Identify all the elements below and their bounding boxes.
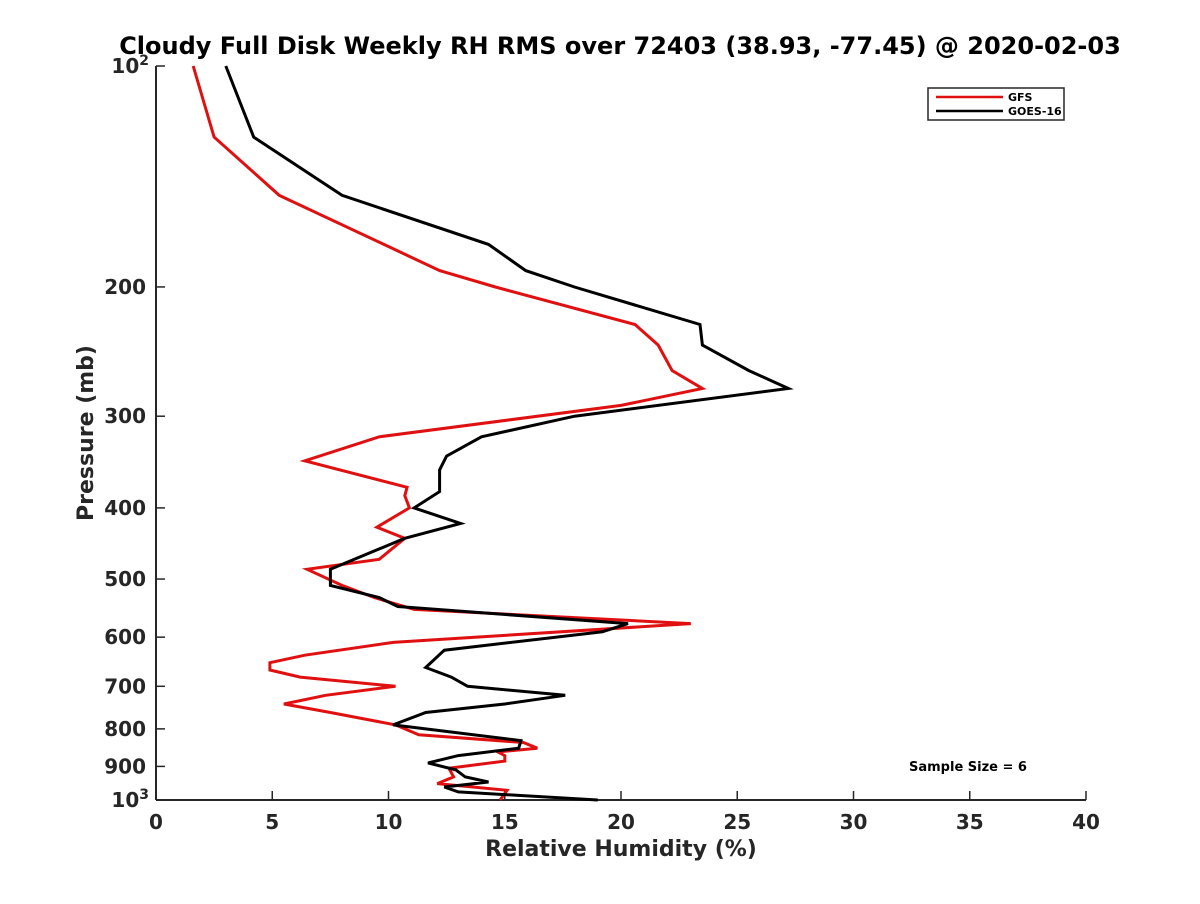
y-tick-label: 500 (104, 567, 146, 591)
y-tick-label: 600 (104, 625, 146, 649)
series-line-gfs (191, 65, 707, 801)
x-tick-label: 15 (491, 810, 519, 834)
series-line-goes16 (224, 65, 794, 802)
x-tick-label: 40 (1072, 810, 1100, 834)
x-tick-label: 20 (607, 810, 635, 834)
legend-box (927, 87, 1065, 121)
y-tick-label: 200 (104, 275, 146, 299)
x-tick-label: 25 (723, 810, 751, 834)
y-tick-label: 700 (104, 674, 146, 698)
y-ticks: 102 200 300 400 500 600 700 800 900 103 (104, 53, 165, 812)
x-tick-label: 0 (149, 810, 163, 834)
x-axis-title: Relative Humidity (%) (485, 837, 757, 862)
legend-label-gfs: GFS (1008, 91, 1033, 104)
y-tick-label: 103 (111, 787, 149, 812)
y-tick-label: 900 (104, 754, 146, 778)
sample-size-annotation: Sample Size = 6 (909, 760, 1027, 775)
y-tick-label: 300 (104, 404, 146, 428)
y-tick-label: 400 (104, 496, 146, 520)
series-layer (191, 65, 794, 802)
x-ticks: 0 5 10 15 20 25 30 35 40 (149, 791, 1100, 834)
y-axis-title: Pressure (mb) (74, 345, 99, 521)
legend: GFS GOES-16 (927, 87, 1065, 121)
x-tick-label: 35 (956, 810, 984, 834)
y-tick-label: 102 (111, 53, 149, 78)
legend-label-goes16: GOES-16 (1008, 105, 1062, 118)
x-tick-label: 10 (375, 810, 403, 834)
y-tick-label: 800 (104, 717, 146, 741)
chart-title: Cloudy Full Disk Weekly RH RMS over 7240… (119, 32, 1121, 60)
x-tick-label: 5 (265, 810, 279, 834)
x-tick-label: 30 (840, 810, 868, 834)
